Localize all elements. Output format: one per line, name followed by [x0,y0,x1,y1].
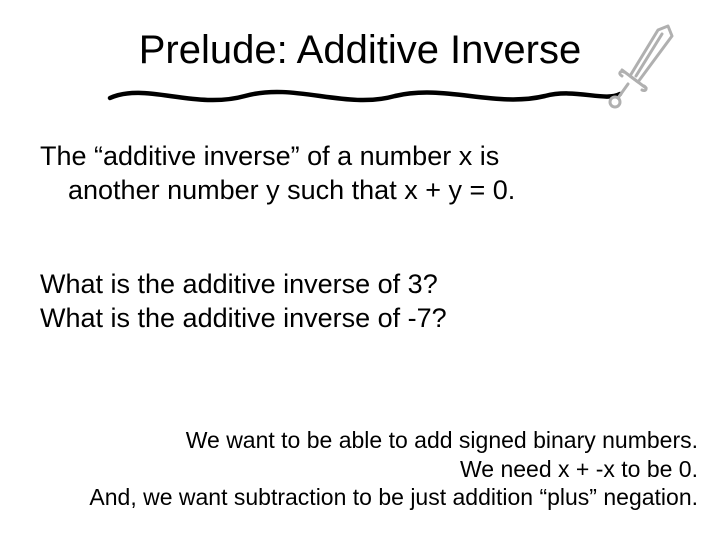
definition-line-1: The “additive inverse” of a number x is [40,141,499,171]
questions-block: What is the additive inverse of 3? What … [40,268,680,336]
question-1: What is the additive inverse of 3? [40,269,438,299]
title-underline [105,76,625,116]
definition-line-2: another number y such that x + y = 0. [40,174,680,208]
footer-line-1: We want to be able to add signed binary … [186,427,698,453]
sword-icon [602,22,692,122]
definition-paragraph: The “additive inverse” of a number x is … [40,140,680,208]
slide: Prelude: Additive Inverse The “additive … [0,0,720,540]
footer-line-2: We need x + -x to be 0. [460,456,698,482]
footer-line-3: And, we want subtraction to be just addi… [89,484,698,510]
footer-notes: We want to be able to add signed binary … [18,426,698,512]
slide-title: Prelude: Additive Inverse [139,28,581,73]
question-2: What is the additive inverse of -7? [40,303,447,333]
